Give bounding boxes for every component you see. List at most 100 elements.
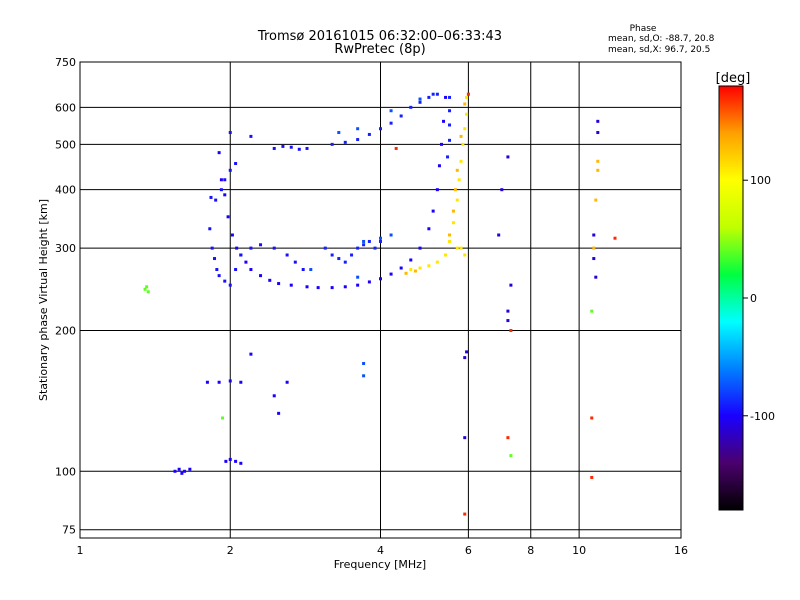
data-point <box>208 227 212 231</box>
y-tick-label: 200 <box>55 324 76 337</box>
data-point <box>180 471 184 475</box>
data-point <box>183 469 187 473</box>
data-point <box>362 239 366 243</box>
data-point <box>465 112 469 116</box>
data-point <box>301 268 305 272</box>
data-point <box>409 268 413 272</box>
data-point <box>281 144 285 148</box>
data-point <box>592 233 596 237</box>
x-axis-label: Frequency [MHz] <box>334 558 426 571</box>
data-point <box>145 285 149 289</box>
data-point <box>285 380 289 384</box>
data-point <box>239 461 243 465</box>
data-point <box>230 233 234 237</box>
data-point <box>451 221 455 225</box>
data-point <box>272 246 276 250</box>
data-point <box>356 127 360 131</box>
data-point <box>446 155 450 159</box>
data-point <box>228 283 232 287</box>
data-point <box>228 131 232 135</box>
data-point <box>228 168 232 172</box>
y-tick-label: 75 <box>62 524 76 537</box>
data-point <box>219 178 223 182</box>
data-point <box>249 134 253 138</box>
data-point <box>389 109 393 113</box>
data-point <box>362 361 366 365</box>
data-point <box>316 286 320 290</box>
data-point <box>379 127 382 131</box>
data-point <box>239 380 243 384</box>
data-point <box>337 131 341 135</box>
data-point <box>289 145 293 149</box>
data-point <box>506 319 510 323</box>
data-point <box>389 272 393 276</box>
y-axis-label: Stationary phase Virtual Height [km] <box>37 199 50 401</box>
data-point <box>214 198 218 202</box>
chart-title: Tromsø 20161015 06:32:00–06:33:43 <box>257 29 502 44</box>
data-point <box>356 138 360 142</box>
x-tick-label: 4 <box>377 544 384 557</box>
data-point <box>409 105 413 109</box>
colorbar-ticks: 100 0 -100 <box>743 174 775 423</box>
data-point <box>215 268 219 272</box>
data-point <box>297 147 301 151</box>
data-point <box>234 459 238 463</box>
data-point <box>596 119 600 123</box>
data-point <box>448 239 452 243</box>
data-point <box>509 328 513 332</box>
y-tick-label: 500 <box>55 138 76 151</box>
data-point <box>394 146 398 150</box>
data-point <box>367 132 371 136</box>
data-point <box>435 188 439 192</box>
data-point <box>213 257 217 261</box>
data-point <box>217 151 221 155</box>
data-point <box>367 239 371 243</box>
colorbar-tick-label: 100 <box>750 174 771 187</box>
data-point <box>239 253 243 257</box>
data-point <box>289 283 293 287</box>
data-point <box>249 268 253 272</box>
data-point <box>337 257 341 261</box>
data-point <box>404 271 408 275</box>
data-point <box>249 352 253 356</box>
data-point <box>459 246 463 250</box>
data-point <box>596 131 600 135</box>
data-point <box>442 119 446 123</box>
data-point <box>448 138 452 142</box>
chart-subtitle: RwPretec (8p) <box>334 42 425 57</box>
data-point <box>427 264 431 268</box>
data-points <box>143 92 617 516</box>
data-point <box>455 198 459 202</box>
data-point <box>596 168 600 172</box>
data-point <box>356 246 360 250</box>
colorbar-tick-label: -100 <box>750 410 775 423</box>
data-point <box>451 209 455 213</box>
data-point <box>444 253 448 257</box>
y-axis-ticks: 75 100 200 300 400 500 600 750 <box>55 56 76 537</box>
data-point <box>453 188 457 192</box>
data-point <box>330 253 334 257</box>
data-point <box>506 436 510 440</box>
data-point <box>448 109 452 113</box>
data-point <box>244 260 248 264</box>
data-point <box>362 243 366 247</box>
data-point <box>272 146 276 150</box>
data-point <box>506 309 510 313</box>
data-point <box>228 457 232 461</box>
data-point <box>223 178 227 182</box>
data-point <box>272 394 276 398</box>
data-point <box>613 236 617 240</box>
data-point <box>590 416 594 420</box>
grid-lines <box>80 62 681 538</box>
data-point <box>465 95 469 99</box>
data-point <box>389 121 393 125</box>
data-point <box>413 269 417 273</box>
data-point <box>379 277 382 281</box>
data-point <box>379 236 382 240</box>
legend-line-o: mean, sd,O: -88.7, 20.8 <box>608 34 715 44</box>
data-point <box>367 280 371 284</box>
legend-title: Phase <box>630 24 657 34</box>
data-point <box>461 142 465 146</box>
data-point <box>448 233 452 237</box>
data-point <box>463 127 467 131</box>
